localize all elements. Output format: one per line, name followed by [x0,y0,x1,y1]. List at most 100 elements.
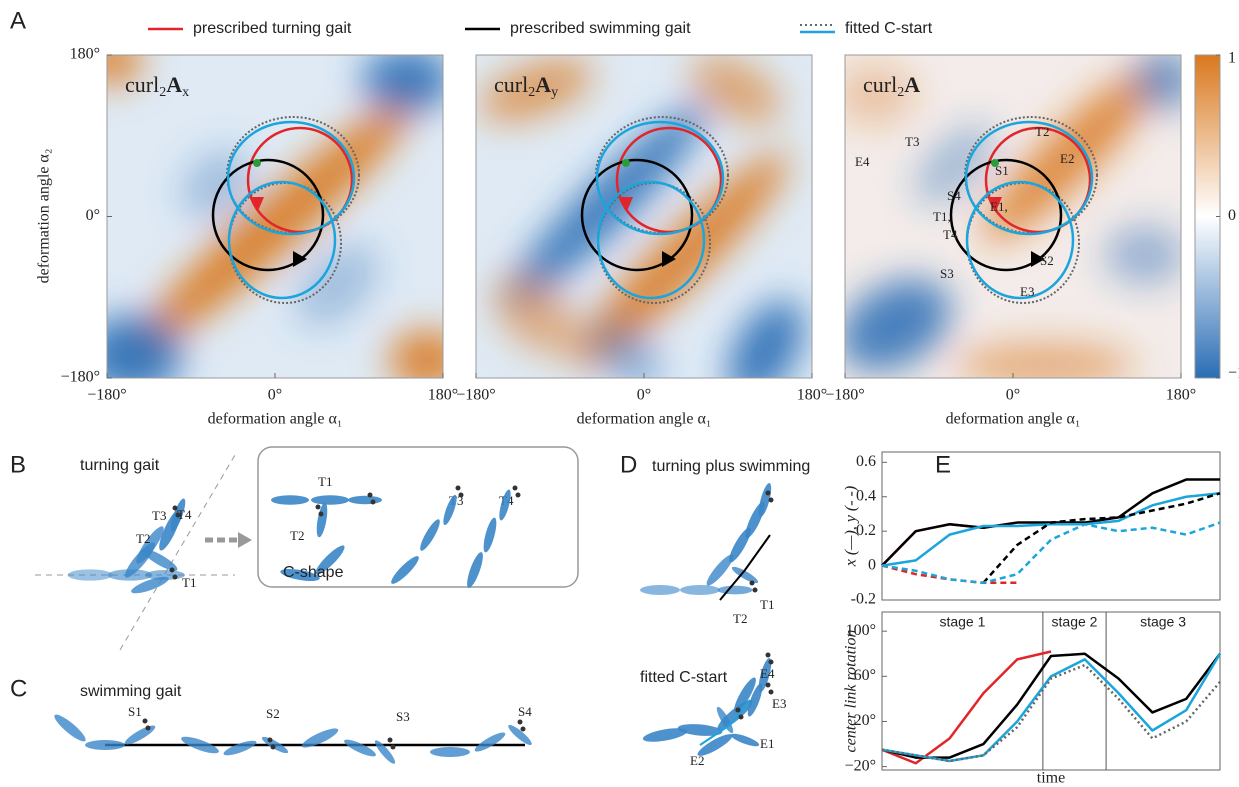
fish-link [464,551,486,590]
guide-line [120,455,235,650]
fish-link [372,738,397,766]
marker [388,738,393,743]
start-point [253,159,261,167]
heatmap-field [823,50,1195,390]
label: −180° [825,387,864,404]
marker [739,715,744,720]
heatmap-blob [1105,225,1185,285]
series-line [983,493,1220,582]
label: T4 [177,507,192,522]
series-line [882,523,1220,583]
figure: ABCDEprescribed turning gaitprescribed s… [0,0,1239,787]
label: 0° [637,387,651,404]
label: 0.6 [856,453,876,470]
fish-link [222,738,258,758]
series-line [882,493,1220,565]
start-point [622,159,630,167]
label: fitted C-start [845,20,933,37]
label: x (—), y (- -) [843,486,860,567]
plot-frame [882,612,1220,770]
label: turning plus swimming [652,458,810,475]
heatmap-blob [955,343,1135,387]
heatmap-blob [362,48,452,112]
label: 0° [268,387,282,404]
title-fn: curl [863,72,897,97]
label: T2 [733,611,747,626]
label: B [10,451,26,478]
marker [173,575,178,580]
title-fn: curl [125,72,159,97]
label: T1 [760,597,774,612]
series-line [882,665,1220,761]
label: E1 [760,736,774,751]
label: T1, [933,209,951,224]
label: E4 [760,666,775,681]
map-title: curl2Ay [494,72,558,100]
marker [521,727,526,732]
label: C-shape [283,564,344,581]
fish-link [680,585,720,595]
label: T1 [318,474,332,489]
series-line [882,654,1220,758]
marker [143,719,148,724]
label: −180° [87,387,126,404]
title-sub: 2 [159,85,166,100]
label: stage 1 [939,614,985,630]
marker [753,588,758,593]
label: -0.2 [851,591,876,608]
label: −180° [456,387,495,404]
marker [766,491,771,496]
label: D [620,451,637,478]
heatmap-blob [1135,50,1195,110]
marker [518,720,523,725]
marker [391,745,396,750]
title-sub: x [182,85,189,100]
marker [268,738,273,743]
marker [769,498,774,503]
fish-link [430,747,470,757]
title-sub: y [551,85,558,100]
marker [170,568,175,573]
fish-link [311,495,349,505]
label: 180° [1166,387,1196,404]
arrow-head [238,532,252,548]
label: stage 3 [1140,614,1186,630]
label: fitted C-start [640,669,728,686]
label: S2 [266,706,280,721]
label: E2 [690,753,704,768]
marker [456,486,461,491]
marker [513,486,518,491]
marker [766,683,771,688]
label: T3 [152,508,166,523]
fish-link [473,729,508,754]
marker [459,493,464,498]
marker [766,653,771,658]
fish-link [342,737,377,760]
marker [769,660,774,665]
label: S3 [940,266,954,281]
title-vec: A [904,72,920,97]
label: E1, [990,199,1008,214]
label: turning gait [80,457,160,474]
title-fn: curl [494,72,528,97]
marker [271,745,276,750]
series-line [882,654,1220,761]
label: E3 [772,696,786,711]
marker [368,493,373,498]
fish-link [481,516,499,553]
marker [750,581,755,586]
label: C [10,675,27,702]
label: T4 [943,227,958,242]
series-line [882,652,1051,764]
title-sub: 2 [897,85,904,100]
label: 0° [1006,387,1020,404]
label: S4 [518,704,532,719]
map-title: curl2Ax [125,72,189,100]
label: stage 2 [1052,614,1098,630]
label: 0 [868,556,876,573]
fish-link [348,496,382,505]
label: 180° [70,46,100,63]
label: T3 [905,134,919,149]
heatmap: curl2Ay [471,41,819,413]
label: 180° [428,387,458,404]
